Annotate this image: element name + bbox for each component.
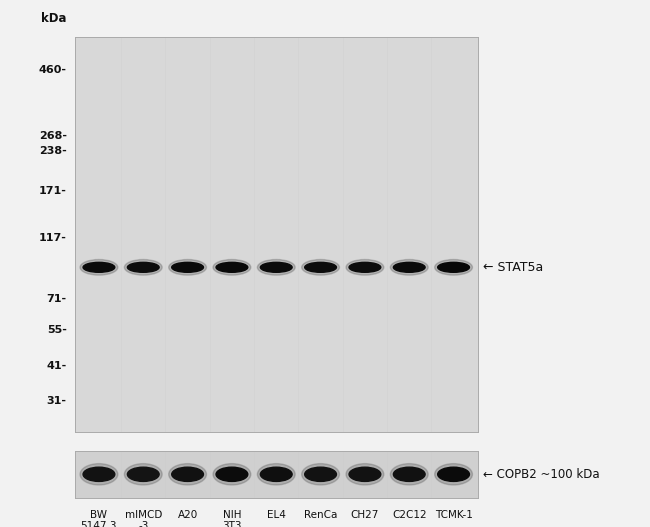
Ellipse shape (346, 259, 384, 275)
Ellipse shape (435, 259, 473, 275)
Text: 71-: 71- (47, 294, 67, 304)
Ellipse shape (213, 259, 251, 275)
Text: TCMK-1: TCMK-1 (435, 510, 473, 520)
Text: 31-: 31- (47, 396, 67, 406)
Ellipse shape (349, 467, 381, 482)
Ellipse shape (124, 259, 162, 275)
Ellipse shape (346, 464, 384, 485)
Ellipse shape (305, 467, 337, 482)
Text: CH27: CH27 (351, 510, 379, 520)
Ellipse shape (216, 262, 248, 272)
Ellipse shape (257, 259, 295, 275)
Ellipse shape (172, 262, 203, 272)
Ellipse shape (261, 467, 292, 482)
Text: kDa: kDa (41, 12, 67, 25)
Ellipse shape (435, 464, 473, 485)
Ellipse shape (393, 467, 425, 482)
Text: 117-: 117- (39, 233, 67, 243)
Text: 55-: 55- (47, 325, 67, 335)
Ellipse shape (302, 464, 339, 485)
Ellipse shape (127, 467, 159, 482)
Ellipse shape (124, 464, 162, 485)
Ellipse shape (302, 259, 339, 275)
Text: mIMCD
-3: mIMCD -3 (125, 510, 162, 527)
Ellipse shape (305, 262, 337, 272)
Text: A20: A20 (177, 510, 198, 520)
Ellipse shape (391, 259, 428, 275)
Text: 238-: 238- (39, 146, 67, 156)
Ellipse shape (83, 262, 115, 272)
Ellipse shape (80, 259, 118, 275)
Ellipse shape (216, 467, 248, 482)
Ellipse shape (169, 259, 207, 275)
Ellipse shape (213, 464, 251, 485)
Ellipse shape (349, 262, 381, 272)
Ellipse shape (80, 464, 118, 485)
Ellipse shape (83, 467, 115, 482)
Ellipse shape (172, 467, 203, 482)
Text: 460-: 460- (39, 65, 67, 75)
Ellipse shape (391, 464, 428, 485)
Text: NIH
3T3: NIH 3T3 (222, 510, 242, 527)
Text: RenCa: RenCa (304, 510, 337, 520)
Text: BW
5147.3: BW 5147.3 (81, 510, 117, 527)
Text: 171-: 171- (39, 187, 67, 197)
Ellipse shape (437, 467, 469, 482)
Text: C2C12: C2C12 (392, 510, 426, 520)
Text: 268-: 268- (39, 131, 67, 141)
Text: ← STAT5a: ← STAT5a (483, 261, 543, 274)
Ellipse shape (393, 262, 425, 272)
Text: 41-: 41- (46, 362, 67, 372)
Ellipse shape (127, 262, 159, 272)
Ellipse shape (261, 262, 292, 272)
Ellipse shape (169, 464, 207, 485)
Text: EL4: EL4 (266, 510, 286, 520)
Ellipse shape (257, 464, 295, 485)
Text: ← COPB2 ~100 kDa: ← COPB2 ~100 kDa (483, 468, 599, 481)
Ellipse shape (437, 262, 469, 272)
